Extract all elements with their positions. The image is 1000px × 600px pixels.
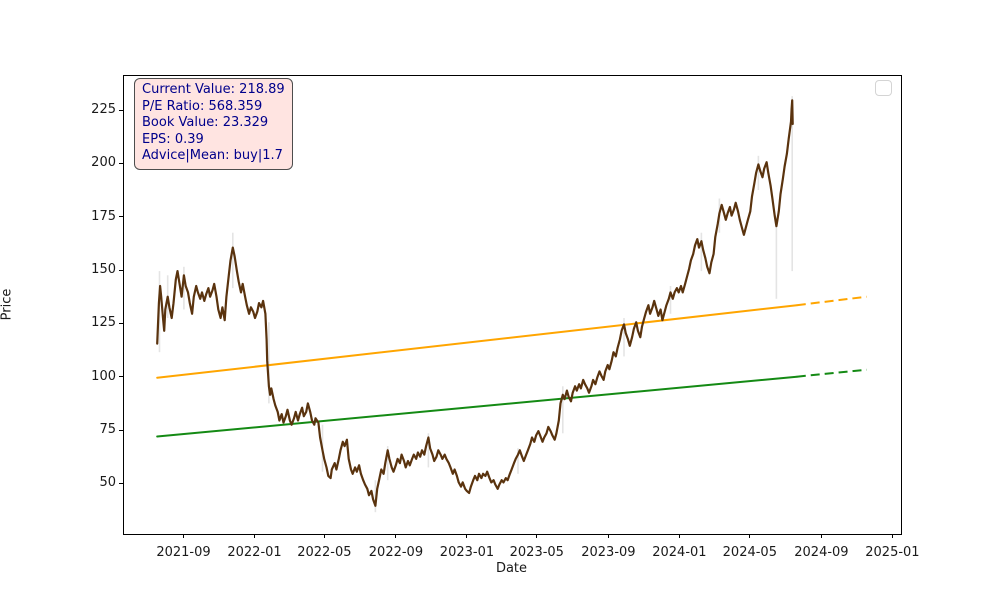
y-tick-mark (119, 482, 123, 484)
upper-trend-solid-line (156, 304, 798, 379)
x-tick-mark (891, 534, 893, 538)
price-line (156, 99, 794, 507)
plot-area: Current Value: 218.89 P/E Ratio: 568.359… (123, 75, 902, 535)
x-tick-label: 2022-05 (297, 545, 352, 560)
x-tick-mark (183, 534, 185, 538)
x-axis-label: Date (495, 561, 528, 576)
lower-trend-solid-line (156, 375, 798, 438)
x-tick-mark (536, 534, 538, 538)
lower-trend-dashed-line (796, 368, 867, 378)
x-tick-label: 2023-01 (439, 545, 495, 560)
info-line-eps: EPS: 0.39 (142, 131, 204, 147)
x-tick-mark (323, 534, 325, 538)
x-tick-mark (820, 534, 822, 538)
y-tick-mark (119, 109, 123, 111)
y-tick-label: 75 (99, 422, 116, 438)
y-tick-mark (119, 376, 123, 378)
y-tick-label: 225 (91, 102, 116, 117)
y-tick-label: 125 (91, 315, 116, 331)
x-tick-label: 2022-09 (368, 545, 424, 560)
x-tick-mark (678, 534, 680, 538)
x-tick-mark (254, 534, 256, 538)
info-box: Current Value: 218.89 P/E Ratio: 568.359… (134, 78, 293, 170)
x-tick-mark (607, 534, 609, 538)
info-line-pe-ratio: P/E Ratio: 568.359 (142, 98, 263, 114)
x-tick-label: 2021-09 (156, 545, 211, 560)
x-tick-mark (466, 534, 468, 538)
y-tick-label: 100 (91, 368, 116, 384)
x-tick-mark (395, 534, 397, 538)
y-tick-label: 175 (91, 208, 116, 224)
info-line-advice-mean: Advice|Mean: buy|1.7 (142, 148, 283, 163)
x-tick-mark (749, 534, 751, 538)
y-tick-mark (119, 269, 123, 271)
y-tick-mark (119, 429, 123, 431)
x-tick-label: 2023-09 (581, 545, 636, 560)
y-tick-label: 150 (91, 262, 116, 278)
x-tick-label: 2025-01 (865, 545, 920, 560)
y-tick-mark (119, 162, 123, 164)
y-tick-label: 200 (91, 155, 116, 171)
legend-box (875, 80, 892, 96)
x-tick-label: 2024-09 (794, 545, 849, 560)
info-line-current-value: Current Value: 218.89 (142, 82, 285, 97)
plot-svg (156, 96, 867, 513)
y-axis-label: Price (0, 288, 15, 321)
y-tick-mark (119, 322, 123, 324)
y-tick-mark (119, 216, 123, 218)
upper-trend-dashed-line (796, 295, 867, 307)
x-tick-label: 2022-01 (227, 545, 282, 560)
info-line-book-value: Book Value: 23.329 (142, 115, 269, 130)
x-tick-label: 2023-05 (509, 545, 564, 560)
x-tick-label: 2024-01 (652, 545, 707, 560)
y-tick-label: 50 (99, 475, 116, 491)
x-tick-label: 2024-05 (722, 545, 777, 560)
